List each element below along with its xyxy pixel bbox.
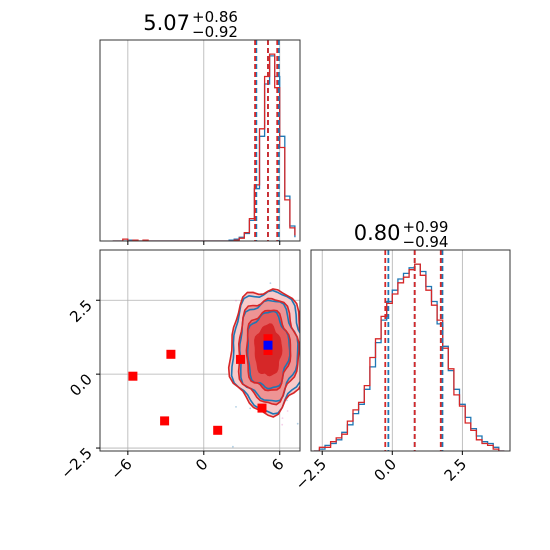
sample-point (235, 299, 237, 302)
hist-x2-red-step (313, 263, 505, 451)
density-contour-red-3 (254, 323, 283, 377)
marker-square-3 (213, 425, 223, 435)
hist-x2-tick-label-2: 2.5 (441, 455, 471, 485)
sample-point (306, 300, 308, 302)
scatter-y-tick-label-2: 2.5 (66, 296, 96, 326)
sample-point (286, 399, 288, 402)
sample-point (281, 423, 284, 426)
sample-point (309, 394, 311, 396)
marker-square-5 (257, 403, 267, 413)
hist-x1-red-step (112, 53, 296, 241)
title-param-1-median: 5.07 (143, 11, 190, 35)
hist-x2-tick-label-1: 0.0 (371, 455, 401, 485)
marker-square-4 (236, 354, 245, 364)
marker-square-0 (128, 371, 138, 381)
sample-point (232, 445, 234, 448)
hist-x2-tick-label-0: −2.5 (292, 455, 330, 493)
marker-square-7 (263, 346, 273, 355)
title-param-2-median: 0.80 (354, 221, 401, 245)
density-contour-blue-2 (246, 310, 291, 390)
sample-point (296, 422, 299, 425)
sample-point (258, 459, 260, 461)
marker-square-8 (263, 340, 273, 350)
scatter-y-tick-label-1: 0.0 (66, 370, 96, 400)
density-contour-red-0 (227, 288, 300, 418)
title-param-2-minus: −0.94 (403, 233, 449, 251)
sample-point (306, 353, 308, 355)
scatter-x-tick-label-2: 6 (268, 455, 287, 474)
title-param-2-plus: +0.99 (403, 218, 449, 236)
sample-point (269, 282, 272, 284)
title-param-1-minus: −0.92 (192, 23, 238, 41)
density-contours (227, 288, 300, 418)
hist-x2-blue-step (313, 263, 505, 451)
sample-point (235, 406, 237, 408)
sample-point (333, 362, 335, 364)
scatter-x-tick-label-0: −6 (107, 455, 135, 483)
marker-square-6 (263, 334, 273, 344)
density-contour-red-2 (245, 309, 292, 392)
title-param-1-plus: +0.86 (192, 8, 238, 26)
scatter-x-tick-label-1: 0 (192, 455, 211, 474)
sample-point (281, 417, 284, 419)
marker-square-2 (160, 416, 170, 426)
scatter-frame (99, 249, 301, 452)
sample-point (249, 407, 252, 410)
hist-x1-frame (99, 39, 301, 242)
marker-square-1 (166, 349, 176, 359)
sample-point (286, 410, 289, 412)
scatter-y-tick-label-0: −2.5 (57, 444, 95, 482)
hist-x2-frame (310, 249, 511, 452)
density-contour-red-1 (237, 297, 300, 406)
